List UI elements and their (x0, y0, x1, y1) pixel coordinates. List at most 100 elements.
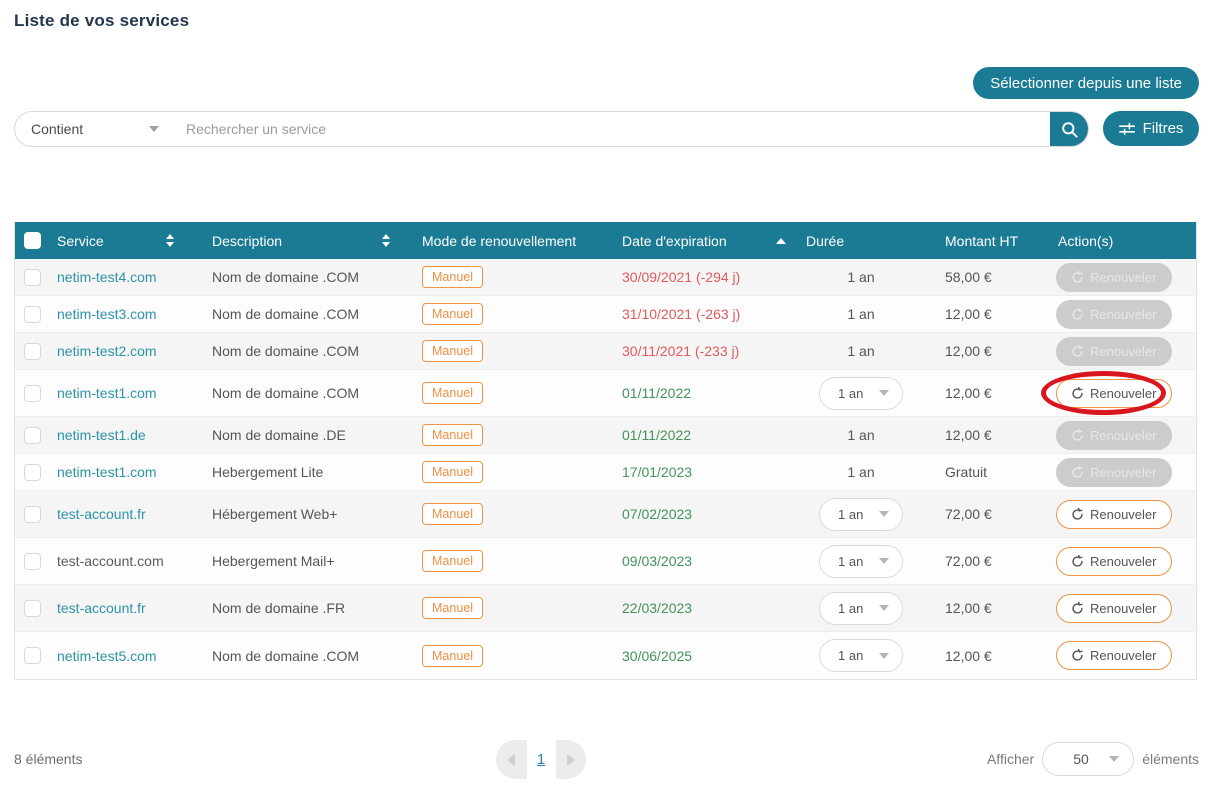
expiration-date: 17/01/2023 (622, 464, 693, 480)
duration-text: 1 an (847, 269, 875, 285)
duration-select[interactable]: 1 an (819, 639, 903, 672)
column-header-duration: Durée (806, 232, 845, 249)
renewal-mode-badge: Manuel (422, 550, 483, 572)
search-mode-select[interactable]: Contient (15, 112, 173, 146)
service-name-link[interactable]: netim-test1.de (57, 427, 146, 443)
renew-button: Renouveler (1056, 262, 1172, 292)
expiration-date: 01/11/2022 (622, 385, 692, 401)
row-checkbox[interactable] (23, 599, 41, 617)
column-header-description[interactable]: Description (198, 222, 406, 259)
chevron-down-icon (879, 605, 889, 611)
row-checkbox[interactable] (23, 426, 41, 444)
duration-select[interactable]: 1 an (819, 544, 903, 578)
service-description: Nom de domaine .COM (212, 306, 360, 322)
service-name-link[interactable]: netim-test2.com (57, 343, 157, 359)
service-name-link[interactable]: netim-test1.com (57, 464, 157, 480)
table-row: netim-test4.com Nom de domaine .COM Manu… (15, 259, 1196, 296)
row-checkbox[interactable] (23, 552, 41, 570)
search-input[interactable] (173, 112, 1050, 146)
previous-page-button[interactable] (496, 740, 527, 779)
table-row: netim-test2.com Nom de domaine .COM Manu… (15, 333, 1196, 370)
row-checkbox[interactable] (23, 505, 41, 523)
column-header-amount: Montant HT (945, 232, 1019, 249)
table-row: test-account.com Hebergement Mail+ Manue… (15, 538, 1196, 585)
row-checkbox[interactable] (23, 342, 41, 360)
service-name-link[interactable]: test-account.fr (57, 506, 146, 522)
page-size-value: 50 (1073, 751, 1089, 767)
amount: 12,00 € (945, 647, 992, 664)
renewal-mode-badge: Manuel (422, 303, 483, 325)
service-description: Nom de domaine .FR (212, 600, 346, 616)
sliders-icon (1118, 122, 1135, 136)
chevron-down-icon (1109, 756, 1120, 762)
row-checkbox[interactable] (23, 463, 41, 481)
page-size-select[interactable]: 50 (1042, 742, 1135, 776)
refresh-icon (1071, 428, 1084, 442)
expiration-date: 30/11/2021 (-233 j) (622, 343, 740, 359)
sort-icon (166, 234, 174, 247)
table-header: Service Description Mode de renouvelleme… (15, 222, 1196, 259)
duration-select[interactable]: 1 an (819, 591, 903, 625)
renewal-mode-badge: Manuel (422, 461, 483, 483)
table-row: netim-test1.com Hebergement Lite Manuel … (15, 454, 1196, 491)
renew-button[interactable]: Renouveler (1056, 546, 1172, 576)
sort-ascending-icon (776, 237, 786, 244)
chevron-down-icon (879, 390, 889, 396)
duration-select[interactable]: 1 an (819, 497, 903, 531)
search-button[interactable] (1050, 112, 1088, 146)
row-checkbox[interactable] (23, 305, 41, 323)
service-name-link[interactable]: netim-test1.com (57, 385, 157, 401)
refresh-icon (1071, 307, 1084, 321)
row-checkbox[interactable] (23, 647, 41, 664)
duration-text: 1 an (847, 306, 875, 322)
refresh-icon (1071, 507, 1084, 521)
service-name-link[interactable]: netim-test4.com (57, 269, 157, 285)
renewal-mode-badge: Manuel (422, 597, 483, 619)
row-checkbox[interactable] (23, 384, 41, 402)
column-header-mode: Mode de renouvellement (422, 232, 577, 249)
search-icon (1060, 120, 1079, 139)
amount: 12,00 € (945, 385, 992, 401)
renewal-mode-badge: Manuel (422, 424, 483, 446)
search-mode-value: Contient (31, 121, 84, 137)
table-row: netim-test3.com Nom de domaine .COM Manu… (15, 296, 1196, 333)
select-from-list-button[interactable]: Sélectionner depuis une liste (973, 67, 1199, 99)
amount: 12,00 € (945, 600, 992, 616)
duration-select[interactable]: 1 an (819, 376, 903, 410)
service-description: Nom de domaine .COM (212, 647, 360, 664)
table-body: netim-test4.com Nom de domaine .COM Manu… (15, 259, 1196, 679)
filters-button[interactable]: Filtres (1103, 111, 1199, 146)
amount: 12,00 € (945, 427, 992, 443)
expiration-date: 01/11/2022 (622, 427, 692, 443)
renew-button: Renouveler (1056, 336, 1172, 366)
chevron-down-icon (879, 558, 889, 564)
renew-button[interactable]: Renouveler (1056, 641, 1172, 670)
service-description: Nom de domaine .DE (212, 427, 346, 443)
renew-button[interactable]: Renouveler (1056, 378, 1172, 408)
select-all-checkbox[interactable] (23, 232, 41, 249)
current-page[interactable]: 1 (526, 740, 556, 779)
page-size-control: Afficher 50 éléments (987, 742, 1199, 776)
table-row: test-account.fr Nom de domaine .FR Manue… (15, 585, 1196, 632)
page-size-suffix: éléments (1142, 751, 1199, 767)
row-checkbox[interactable] (23, 268, 41, 286)
service-name-link[interactable]: netim-test5.com (57, 647, 157, 664)
renew-button[interactable]: Renouveler (1056, 499, 1172, 529)
pagination: 1 (496, 740, 586, 779)
service-name-link[interactable]: test-account.fr (57, 600, 146, 616)
page-size-prefix: Afficher (986, 751, 1035, 767)
renew-button: Renouveler (1056, 299, 1172, 329)
column-header-expiration[interactable]: Date d'expiration (608, 222, 792, 259)
column-header-actions: Action(s) (1058, 232, 1114, 249)
services-table: Service Description Mode de renouvelleme… (14, 222, 1197, 680)
renewal-mode-badge: Manuel (422, 503, 483, 525)
next-page-button[interactable] (556, 740, 587, 779)
service-name-link[interactable]: netim-test3.com (57, 306, 157, 322)
renew-button[interactable]: Renouveler (1056, 593, 1172, 623)
amount: 12,00 € (945, 306, 992, 322)
expiration-date: 31/10/2021 (-263 j) (622, 306, 741, 322)
table-row: netim-test1.com Nom de domaine .COM Manu… (15, 370, 1196, 417)
service-name-link: test-account.com (57, 553, 164, 569)
column-header-service[interactable]: Service (49, 222, 198, 259)
renew-button: Renouveler (1056, 420, 1172, 450)
